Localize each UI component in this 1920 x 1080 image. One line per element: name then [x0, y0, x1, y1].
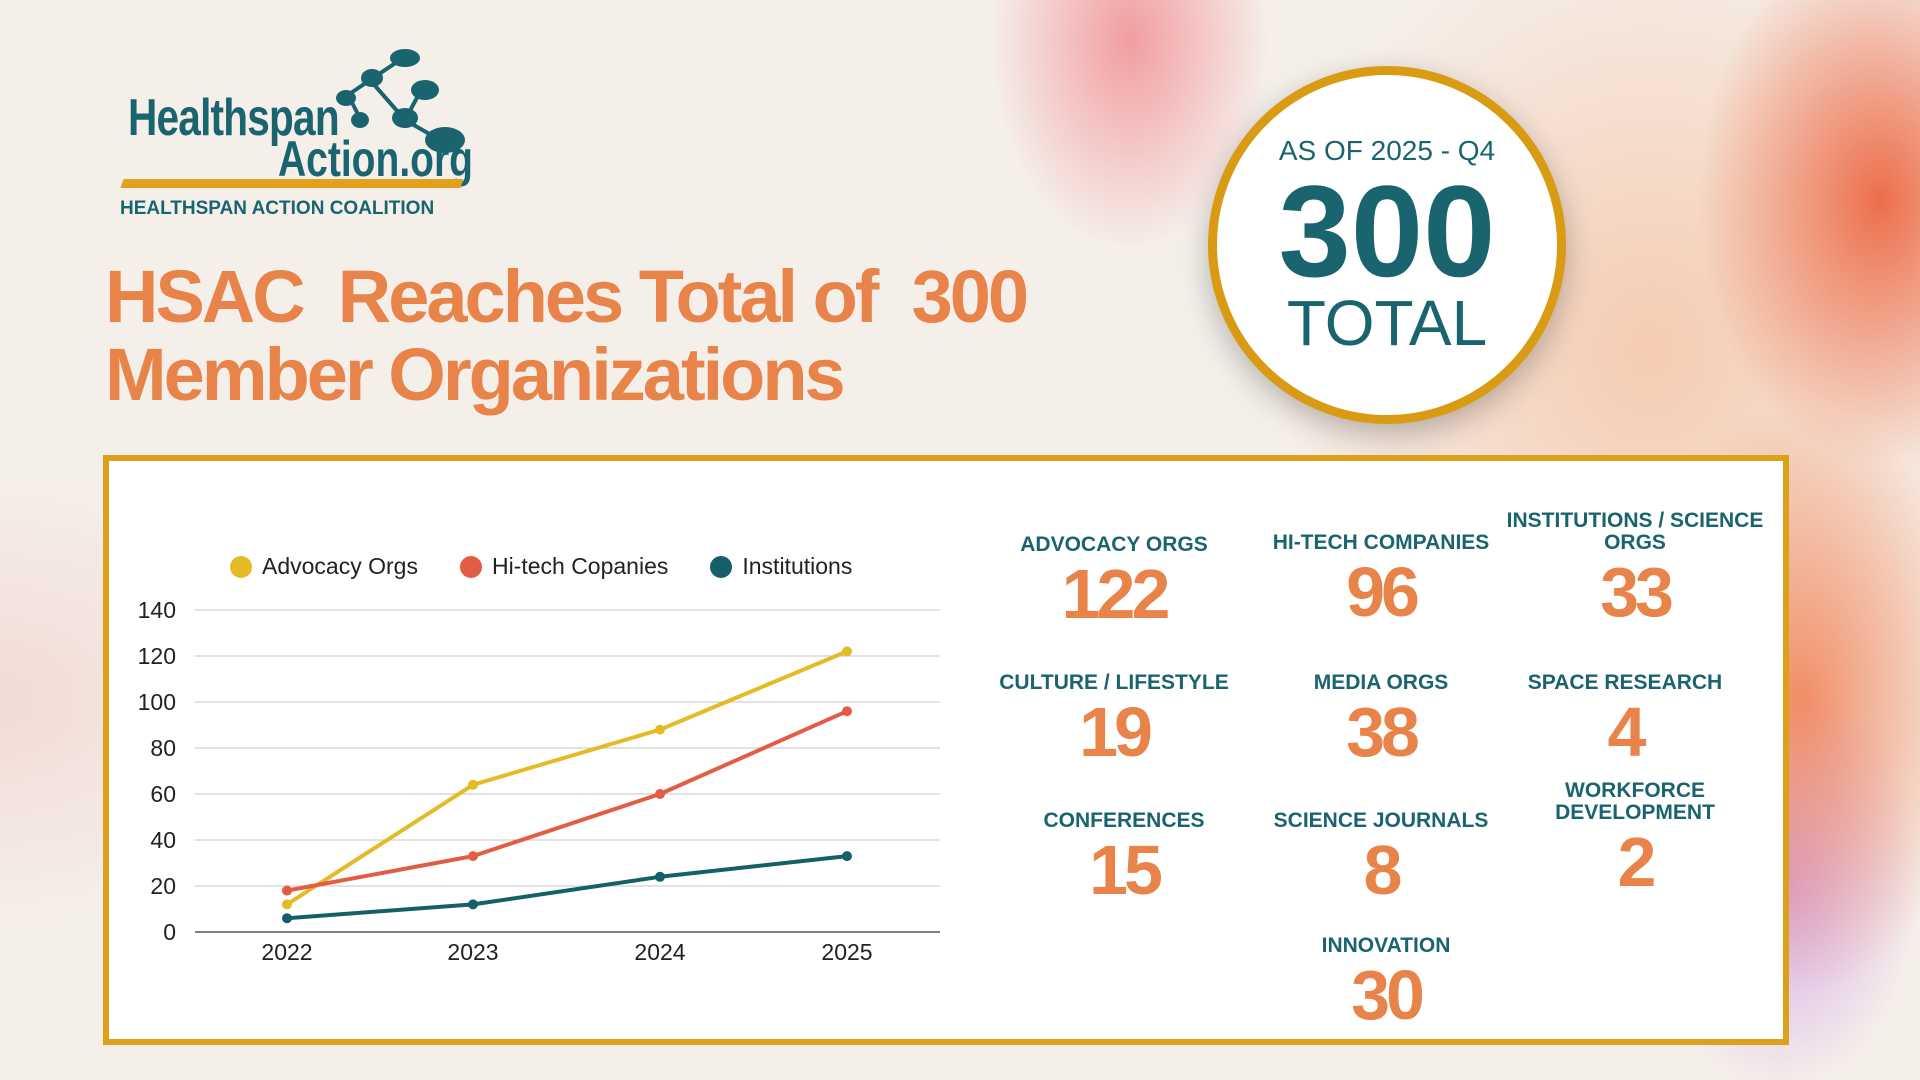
legend-item: Hi-tech Copanies [459, 553, 669, 580]
y-tick-label: 100 [138, 689, 176, 715]
title-line-2: Member Organizations [105, 333, 846, 416]
stat-label: INSTITUTIONS / SCIENCE ORGS [1506, 509, 1764, 554]
legend-item: Institutions [710, 553, 852, 580]
healthspan-logo: Healthspan Action.org HEALTHSPAN ACTION … [120, 40, 473, 225]
molecule-icon [336, 49, 465, 153]
data-point [468, 779, 478, 790]
y-tick-label: 60 [150, 781, 176, 807]
stat-science-journals: SCIENCE JOURNALS 8 [1241, 788, 1521, 909]
data-point [282, 899, 292, 910]
stat-value: 30 [1351, 956, 1425, 1034]
page-title: HSAC Reaches Total of 300 Member Organiz… [105, 255, 1029, 416]
data-point [655, 789, 665, 799]
series-line [286, 854, 848, 921]
stat-label: WORKFORCE DEVELOPMENT [1555, 779, 1715, 824]
stat-space-research: SPACE RESEARCH 4 [1485, 650, 1765, 771]
legend-dot-icon [710, 555, 733, 578]
y-tick-label: 80 [150, 735, 176, 761]
stat-label: MEDIA ORGS [1313, 671, 1449, 694]
stat-value: 8 [1363, 831, 1403, 909]
data-point [842, 706, 852, 717]
stat-hi-tech-companies: HI-TECH COMPANIES 96 [1241, 510, 1521, 631]
data-point [468, 851, 478, 862]
stat-label: ADVOCACY ORGS [1020, 533, 1208, 556]
data-point [655, 871, 665, 882]
stat-value: 15 [1089, 831, 1163, 909]
y-tick-label: 40 [150, 827, 176, 853]
legend-label: Institutions [742, 553, 853, 579]
stat-value: 38 [1346, 693, 1420, 771]
y-tick-label: 0 [163, 919, 176, 945]
stat-value: 4 [1607, 693, 1647, 771]
stat-value: 2 [1617, 823, 1657, 901]
stat-culture-lifestyle: CULTURE / LIFESTYLE 19 [974, 650, 1254, 771]
stat-media-orgs: MEDIA ORGS 38 [1241, 650, 1521, 771]
data-point [468, 899, 478, 910]
stat-advocacy-orgs: ADVOCACY ORGS 122 [974, 512, 1254, 633]
stat-label: CONFERENCES [1043, 809, 1205, 832]
x-tick-label: 2022 [261, 939, 312, 965]
badge-label: TOTAL [1286, 287, 1488, 359]
stat-value: 122 [1061, 555, 1171, 633]
legend-dot-icon [230, 555, 252, 578]
y-tick-label: 20 [150, 873, 176, 899]
legend-label: Advocacy Orgs [262, 553, 418, 579]
stat-workforce-development: WORKFORCE DEVELOPMENT 2 [1495, 779, 1775, 901]
y-tick-label: 120 [138, 643, 176, 669]
x-tick-label: 2024 [634, 939, 685, 965]
total-badge: AS OF 2025 - Q4 300 TOTAL [1208, 66, 1566, 424]
data-point [655, 724, 665, 735]
data-point [282, 885, 292, 896]
badge-date: AS OF 2025 - Q4 [1278, 135, 1496, 166]
stat-value: 96 [1346, 553, 1420, 631]
series-line [286, 709, 848, 893]
stat-label: INNOVATION [1321, 934, 1451, 957]
x-tick-label: 2025 [821, 939, 872, 965]
logo-subtitle: HEALTHSPAN ACTION COALITION [120, 198, 435, 219]
logo-text: Healthspan [128, 89, 340, 147]
y-tick-label: 140 [138, 597, 176, 623]
stat-value: 33 [1600, 553, 1674, 631]
legend-item: Advocacy Orgs [230, 553, 418, 580]
data-point [842, 851, 852, 862]
x-tick-label: 2023 [447, 939, 498, 965]
stat-label: SPACE RESEARCH [1527, 671, 1723, 694]
stat-label: SCIENCE JOURNALS [1273, 809, 1489, 832]
stat-conferences: CONFERENCES 15 [984, 788, 1264, 909]
legend-dot-icon [459, 555, 482, 578]
stat-label: HI-TECH COMPANIES [1272, 531, 1490, 554]
title-line-1: HSAC Reaches Total of 300 [105, 255, 1029, 338]
stat-value: 19 [1079, 693, 1153, 771]
stat-label: CULTURE / LIFESTYLE [999, 671, 1229, 694]
logo-text: Action.org [278, 131, 473, 187]
stat-innovation: INNOVATION 30 [1246, 913, 1526, 1034]
series-line [285, 649, 848, 907]
data-point [282, 913, 292, 924]
stat-institutions-science-orgs: INSTITUTIONS / SCIENCE ORGS 33 [1495, 509, 1775, 631]
stats-panel [103, 455, 1789, 1045]
chart-legend: Advocacy Orgs Hi-tech Copanies Instituti… [230, 553, 852, 580]
badge-number: 300 [1278, 158, 1496, 304]
data-point [842, 646, 852, 657]
legend-label: Hi-tech Copanies [491, 553, 669, 579]
